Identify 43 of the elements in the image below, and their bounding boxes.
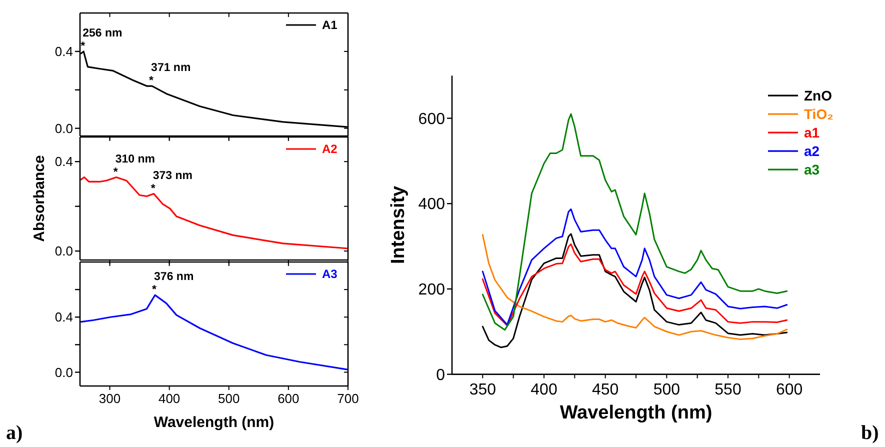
x-tick-label: 550: [714, 381, 742, 398]
y-tick-label: 0.0: [54, 244, 73, 259]
annotation: 256 nm *: [80, 27, 122, 52]
y-tick-label: 400: [418, 196, 446, 214]
line-series: [482, 208, 788, 326]
y-tick-label: 0.4: [54, 154, 73, 170]
annotation: 376 nm *: [152, 271, 194, 296]
y-tick-label: 600: [418, 110, 446, 128]
y-axis-title: Intensity: [388, 185, 409, 264]
x-tick-label: 500: [218, 391, 240, 406]
text: a): [6, 422, 23, 444]
legend-label: a1: [804, 124, 820, 140]
x-tick-label: 600: [278, 391, 300, 406]
legend-label: A3: [322, 267, 338, 282]
annotation: 371 nm *: [149, 62, 191, 88]
legend-label: a2: [804, 143, 820, 159]
x-tick-label: 500: [653, 381, 680, 398]
x-tick-label: 300: [98, 391, 121, 406]
y-tick-label: 0.0: [54, 120, 73, 136]
line-series: [482, 243, 788, 326]
legend-label: ZnO: [804, 88, 832, 104]
y-tick-label: 0.4: [54, 44, 73, 59]
annotation: 373 nm *: [150, 170, 192, 195]
x-tick-label: 700: [337, 391, 359, 406]
y-tick-label: 200: [418, 282, 446, 299]
x-axis-title: Wavelength (nm): [154, 414, 274, 431]
x-tick-label: 350: [469, 381, 496, 398]
x-tick-label: 400: [158, 391, 180, 406]
y-tick-label: 0: [436, 366, 446, 384]
line-series: [482, 113, 788, 331]
legend-label: a3: [804, 162, 820, 178]
y-tick-label: 0.0: [54, 364, 73, 380]
x-tick-label: 400: [530, 381, 558, 398]
line-series: [80, 294, 348, 370]
legend-label: TiO₂: [804, 106, 834, 122]
legend-label: A1: [322, 18, 338, 32]
x-tick-label: 600: [776, 381, 803, 398]
x-axis-title: Wavelength (nm): [560, 402, 712, 424]
text: b): [861, 422, 879, 444]
x-tick-label: 450: [592, 381, 619, 398]
y-tick-label: 0.4: [54, 310, 73, 325]
y-axis-title: Absorbance: [31, 155, 48, 242]
legend-label: A2: [322, 142, 338, 156]
